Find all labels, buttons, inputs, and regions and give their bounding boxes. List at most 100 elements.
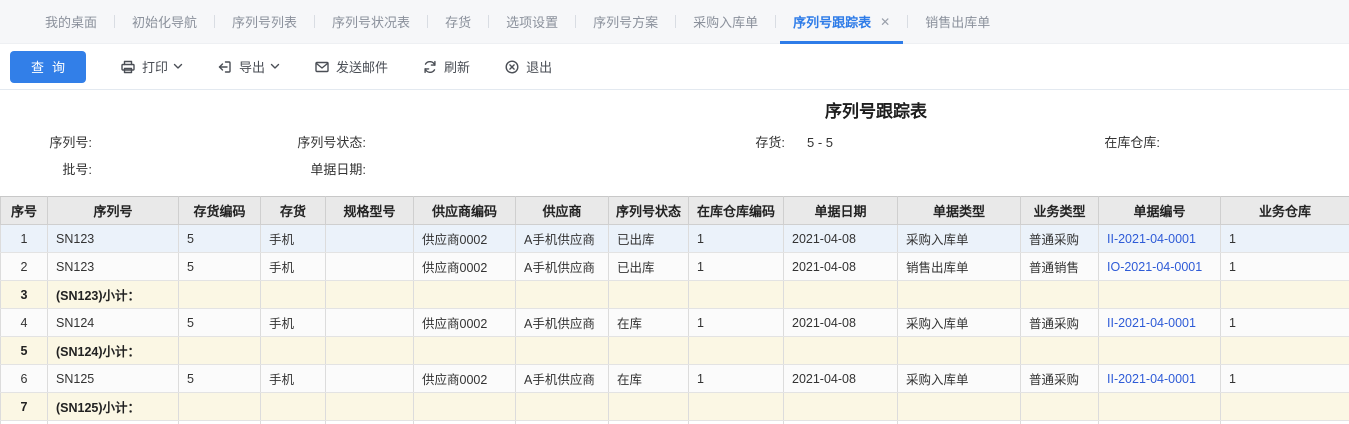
column-header[interactable]: 序列号 [47,196,179,225]
tab-item[interactable]: 我的桌面 [28,0,114,44]
tool-label: 刷新 [444,60,471,75]
chevron-down-icon [173,63,183,70]
cell: 普通采购 [1020,308,1099,337]
cell: 采购入库单 [897,364,1021,393]
cell: 5 [178,364,261,393]
tab-bar: 我的桌面 初始化导航 序列号列表 序列号状况表 存货 选项设置 序列号方案 采购入库单 序列号跟… [0,0,1349,44]
cell [325,280,414,309]
document-number-link[interactable]: II-2021-04-0001 [1107,315,1196,330]
table-row[interactable]: 1 SN123 5 手机 供应商0002 A手机供应商 已出库 1 2021-04-08 采购入库… [0,224,1349,253]
cell: 在库 [608,364,689,393]
filter-value-inventory: 5 - 5 [807,135,834,150]
cell [897,392,1021,421]
cell [413,336,516,365]
cell [688,280,784,309]
cell: 1 [688,224,784,253]
export-button[interactable]: 导出 [217,57,280,76]
tab-item[interactable]: 初始化导航 [115,0,214,44]
cell [1098,336,1221,365]
document-number-link[interactable]: II-2021-04-0001 [1107,231,1196,246]
cell: 2021-04-08 [783,364,898,393]
cell: 1 [1220,252,1349,281]
column-header[interactable]: 单据类型 [897,196,1021,225]
document-number-link[interactable]: IO-2021-04-0001 [1107,259,1203,274]
printer-button[interactable]: 打印 [120,57,183,76]
tool-label: 退出 [526,60,553,75]
cell [1020,280,1099,309]
filter-label-date: 单据日期: [310,162,366,177]
tab-item[interactable]: 序列号方案 [576,0,675,44]
tab-item[interactable]: 序列号列表 [215,0,314,44]
table-row[interactable]: 7 (SN125)小计： [0,392,1349,421]
column-header[interactable]: 存货编码 [178,196,261,225]
tab-close-icon[interactable]: ✕ [880,14,891,29]
cell [1020,392,1099,421]
cell: 普通销售 [1020,252,1099,281]
cell: 2021-04-08 [783,252,898,281]
cell: 采购入库单 [897,308,1021,337]
cell [1220,336,1349,365]
cell [325,252,414,281]
mail-icon [314,59,330,75]
cell: A手机供应商 [515,224,609,253]
exit-button[interactable]: 退出 [504,57,552,76]
cell [608,392,689,421]
tab-item[interactable]: 销售出库单 [908,0,1007,44]
cell [325,392,414,421]
column-header[interactable]: 在库仓库编码 [688,196,784,225]
column-header[interactable]: 单据日期 [783,196,898,225]
filter-label-batch: 批号: [62,162,92,177]
toolbar-items: 打印 导出 发送邮件 刷新 退出 [86,57,552,76]
column-header[interactable]: 供应商编码 [413,196,516,225]
tab-item[interactable]: 采购入库单 [676,0,775,44]
cell [325,420,414,424]
column-header[interactable]: 单据编号 [1098,196,1221,225]
cell [413,420,516,424]
column-header[interactable]: 序列号状态 [608,196,689,225]
cell [688,392,784,421]
cell: SN124 [47,308,179,337]
cell [688,336,784,365]
tab-separator [675,15,677,28]
cell: 1 [0,224,48,253]
tab-separator [214,15,216,28]
cell [515,392,609,421]
cell [1220,392,1349,421]
tab-item[interactable]: 存货 [428,0,488,44]
column-header[interactable]: 规格型号 [325,196,414,225]
refresh-button[interactable]: 刷新 [422,57,470,76]
cell: 1 [1220,224,1349,253]
cell: A手机供应商 [515,252,609,281]
cell [1098,392,1221,421]
table-row[interactable]: 5 (SN124)小计： [0,336,1349,365]
tab-label: 序列号状况表 [332,15,411,30]
cell: 手机 [260,308,326,337]
document-number-link[interactable]: II-2021-04-0001 [1107,371,1196,386]
table-row[interactable]: 3 (SN123)小计： [0,280,1349,309]
column-header[interactable]: 业务仓库 [1220,196,1349,225]
query-button[interactable]: 查询 [10,50,86,83]
cell [178,336,261,365]
cell [688,420,784,424]
table-row[interactable]: 2 SN123 5 手机 供应商0002 A手机供应商 已出库 1 2021-04-08 销售出库… [0,252,1349,281]
mail-button[interactable]: 发送邮件 [314,57,388,76]
column-header[interactable]: 序号 [0,196,48,225]
column-header[interactable]: 业务类型 [1020,196,1099,225]
tab-label: 序列号列表 [232,15,298,30]
cell [413,280,516,309]
tool-label: 导出 [239,60,266,75]
cell [783,336,898,365]
cell [1220,280,1349,309]
tab-item[interactable]: 序列号状况表 [315,0,427,44]
tab-item[interactable]: 序列号跟踪表 ✕ [776,0,907,44]
cell [515,280,609,309]
filter-label-inventory: 存货: [755,135,785,150]
cell: 手机 [260,364,326,393]
tab-item[interactable]: 选项设置 [489,0,575,44]
column-header[interactable]: 供应商 [515,196,609,225]
cell: SN123 [47,224,179,253]
table-row[interactable]: 4 SN124 5 手机 供应商0002 A手机供应商 在库 1 2021-04-08 采购入库单… [0,308,1349,337]
table-row[interactable]: 6 SN125 5 手机 供应商0002 A手机供应商 在库 1 2021-04-08 采购入库单… [0,364,1349,393]
column-header[interactable]: 存货 [260,196,326,225]
